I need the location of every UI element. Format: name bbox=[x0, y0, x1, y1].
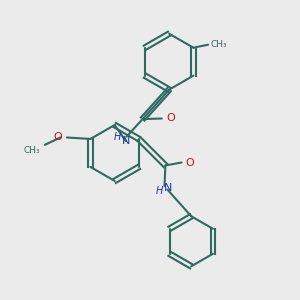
Text: O: O bbox=[166, 112, 175, 123]
Text: CH₃: CH₃ bbox=[210, 40, 227, 49]
Text: N: N bbox=[164, 182, 172, 193]
Text: O: O bbox=[54, 132, 62, 142]
Text: H: H bbox=[156, 186, 163, 197]
Text: CH₃: CH₃ bbox=[24, 146, 40, 155]
Text: O: O bbox=[185, 158, 194, 167]
Text: N: N bbox=[122, 136, 130, 146]
Text: H: H bbox=[113, 132, 121, 142]
